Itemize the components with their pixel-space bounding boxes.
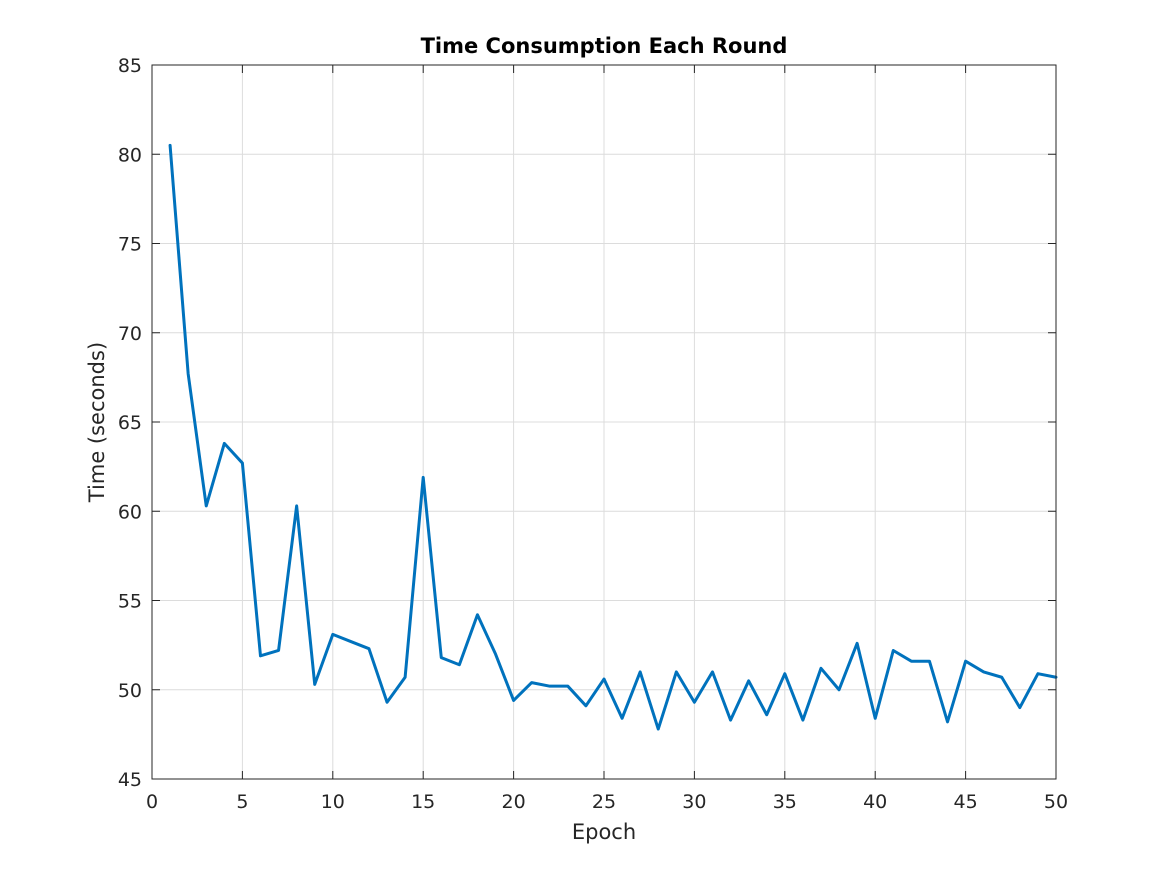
y-tick-label: 45 xyxy=(118,769,142,791)
y-tick-labels: 45 50 55 60 65 70 75 80 85 xyxy=(118,55,142,791)
x-tick-labels: 0 5 10 15 20 25 30 35 40 45 50 xyxy=(146,791,1068,813)
y-tick-label: 65 xyxy=(118,412,142,434)
x-tick-label: 15 xyxy=(411,791,435,813)
y-tick-label: 50 xyxy=(118,680,142,702)
y-tick-label: 75 xyxy=(118,234,142,256)
x-tick-label: 0 xyxy=(146,791,158,813)
x-tick-label: 25 xyxy=(592,791,616,813)
x-tick-label: 30 xyxy=(682,791,706,813)
x-tick-label: 10 xyxy=(321,791,345,813)
y-tick-label: 60 xyxy=(118,501,142,523)
x-tick-label: 5 xyxy=(236,791,248,813)
x-axis-label: Epoch xyxy=(572,820,636,844)
y-tick-label: 80 xyxy=(118,144,142,166)
series-line xyxy=(168,143,1058,731)
x-tick-label: 40 xyxy=(863,791,887,813)
series-group xyxy=(168,143,1058,731)
x-tick-label: 45 xyxy=(954,791,978,813)
x-tick-label: 20 xyxy=(502,791,526,813)
y-tick-label: 55 xyxy=(118,591,142,613)
y-tick-label: 85 xyxy=(118,55,142,77)
y-axis-label: Time (seconds) xyxy=(85,342,109,503)
y-tick-label: 70 xyxy=(118,323,142,345)
x-tick-label: 50 xyxy=(1044,791,1068,813)
chart-title: Time Consumption Each Round xyxy=(421,34,788,58)
axis-ticks xyxy=(151,64,1057,780)
x-tick-label: 35 xyxy=(773,791,797,813)
